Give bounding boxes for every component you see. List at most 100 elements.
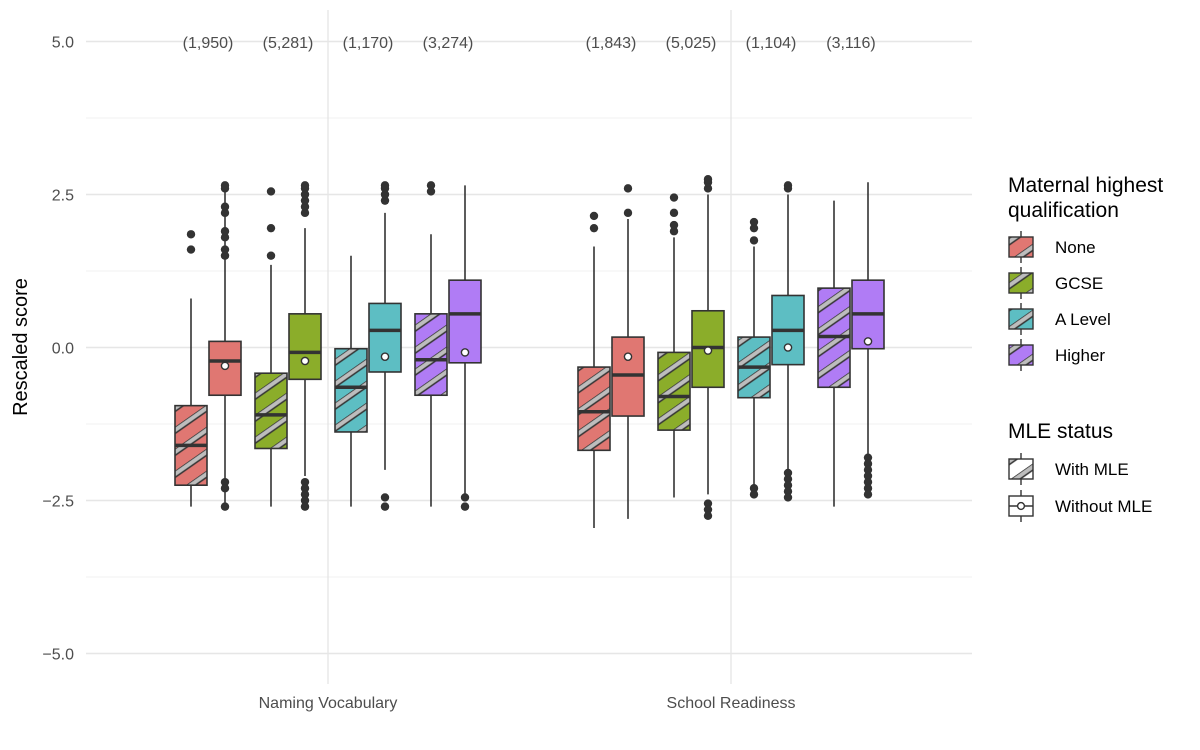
outlier-point	[863, 459, 873, 468]
outlier-point	[300, 208, 310, 218]
box-outline	[208, 340, 242, 397]
outlier-point	[749, 223, 759, 233]
outlier-point	[220, 484, 230, 493]
box-with-mle	[254, 187, 288, 507]
outlier-point	[863, 465, 873, 475]
outlier-point	[300, 202, 310, 211]
box-outline	[448, 279, 482, 364]
outlier-point	[783, 468, 793, 478]
outlier-point	[669, 220, 679, 230]
outlier-point	[186, 245, 196, 254]
box-without-mle	[851, 182, 885, 499]
legend-label-fill: GCSE	[1055, 274, 1103, 293]
box-with-mle	[414, 181, 448, 507]
box-stripes	[578, 367, 610, 451]
box-outline	[334, 347, 368, 433]
outlier-point	[703, 184, 713, 193]
axis-labels: Rescaled score 5.0 2.5 0.0 −2.5 −5.0 Naming V…	[10, 35, 876, 713]
mean-point	[220, 361, 230, 371]
outlier-point	[703, 511, 713, 520]
y-tick-label: 0.0	[52, 341, 74, 358]
mean-point	[863, 337, 873, 346]
box-stripes	[335, 348, 367, 432]
y-tick-label: −5.0	[42, 647, 74, 664]
legend-key-outline	[1008, 458, 1034, 480]
legend-label-status: Without MLE	[1055, 497, 1152, 516]
sample-count-label: (1,170)	[343, 35, 394, 52]
legend-key-outline	[1008, 308, 1034, 330]
box-fill	[369, 303, 401, 372]
outlier-point	[300, 190, 310, 199]
outlier-point	[460, 502, 470, 511]
boxes	[174, 175, 885, 529]
outlier-point	[863, 477, 873, 487]
legend-key-outline	[1008, 344, 1034, 366]
legend-key-outline	[1008, 236, 1034, 258]
box-stripes	[255, 373, 287, 449]
box-without-mle	[288, 181, 322, 511]
mean-point	[703, 346, 713, 355]
outlier-point	[589, 211, 599, 221]
outlier-point	[623, 184, 633, 193]
box-without-mle	[691, 175, 725, 520]
mean-point	[380, 352, 390, 361]
legend-key-fill	[1008, 303, 1034, 335]
outlier-point	[460, 493, 470, 502]
box-stripes	[658, 352, 690, 431]
legend-label-status: With MLE	[1055, 460, 1129, 479]
legend-key-outline	[1008, 495, 1034, 517]
outlier-point	[266, 223, 276, 233]
outlier-point	[669, 227, 679, 236]
outlier-point	[863, 453, 873, 462]
legend-key-fill	[1008, 231, 1034, 263]
outlier-point	[669, 193, 679, 202]
outlier-point	[426, 181, 436, 190]
outlier-point	[300, 484, 310, 493]
outlier-point	[783, 493, 793, 502]
outlier-point	[749, 217, 759, 227]
legend-key-stripes	[1009, 309, 1033, 329]
legend-title-status: MLE status	[1008, 420, 1113, 443]
box-with-mle	[334, 255, 368, 507]
box-with-mle	[817, 200, 851, 507]
outlier-point	[300, 502, 310, 511]
outlier-point	[863, 484, 873, 493]
legend-key-status	[1008, 453, 1034, 485]
x-tick-label: Naming Vocabulary	[259, 695, 398, 712]
box-with-mle	[657, 193, 691, 498]
legend-title-fill: Maternal highest	[1008, 174, 1163, 197]
outlier-point	[220, 208, 230, 218]
y-tick-label: 5.0	[52, 35, 74, 52]
legend-key-stripes	[1009, 345, 1033, 365]
outlier-point	[220, 477, 230, 487]
box-outline	[368, 302, 402, 373]
sample-count-label: (1,950)	[183, 35, 234, 52]
outlier-point	[380, 190, 390, 199]
legend-key-status	[1008, 490, 1034, 522]
outlier-point	[220, 227, 230, 236]
outlier-point	[783, 487, 793, 496]
outlier-point	[300, 196, 310, 205]
outlier-point	[220, 181, 230, 190]
outlier-point	[426, 187, 436, 196]
mean-point	[623, 352, 633, 361]
outlier-point	[669, 208, 679, 218]
outlier-point	[186, 230, 196, 239]
box-outline	[414, 313, 448, 397]
box-with-mle	[737, 217, 771, 499]
outlier-point	[783, 181, 793, 190]
outlier-point	[749, 236, 759, 245]
legend-key-outline	[1008, 272, 1034, 294]
outlier-point	[623, 208, 633, 218]
legend-label-fill: Higher	[1055, 346, 1105, 365]
sample-count-label: (1,104)	[746, 35, 797, 52]
mean-point	[300, 356, 310, 366]
outlier-point	[300, 181, 310, 190]
outlier-point	[863, 490, 873, 499]
legend-label-fill: None	[1055, 238, 1096, 257]
y-axis-title: Rescaled score	[10, 278, 32, 416]
legend-title-fill-line2: qualification	[1008, 199, 1119, 222]
box-stripes	[415, 313, 447, 396]
